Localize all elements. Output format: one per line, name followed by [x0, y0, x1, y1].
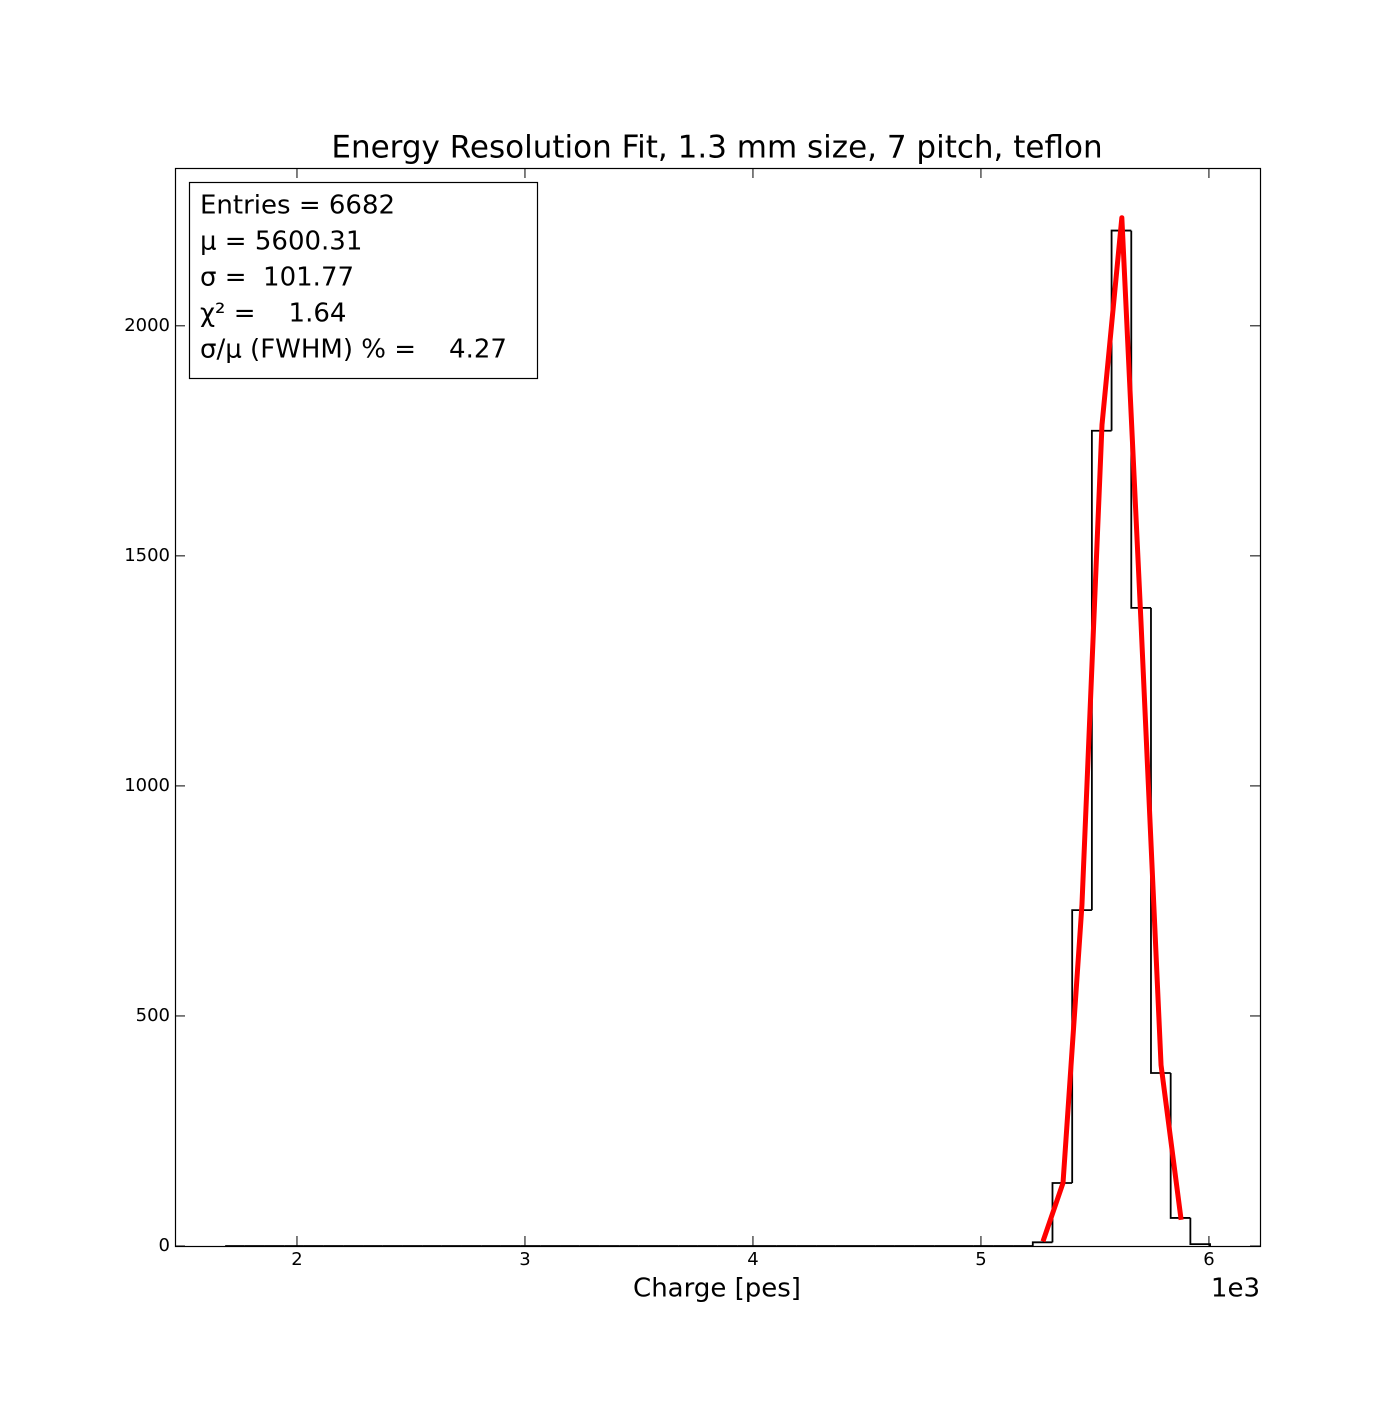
histogram-bin [1071, 909, 1092, 1183]
y-tick-label: 0 [159, 1235, 170, 1256]
histogram-bin [1051, 1182, 1073, 1243]
y-tick-label: 1500 [124, 545, 170, 566]
y-tick-label: 500 [136, 1005, 170, 1026]
x-axis-label: Charge [pes] [633, 1274, 801, 1304]
stats-line: σ = 101.77 [200, 263, 354, 293]
histogram-bin [1130, 230, 1151, 609]
x-tick-label: 2 [291, 1249, 302, 1270]
y-tick-label: 2000 [124, 315, 170, 336]
x-tick-label: 4 [747, 1249, 758, 1270]
fit-curve [1040, 215, 1184, 1243]
stats-line: μ = 5600.31 [200, 227, 362, 257]
chart-title: Energy Resolution Fit, 1.3 mm size, 7 pi… [331, 130, 1102, 166]
stats-box [188, 181, 539, 380]
x-tick-label: 3 [519, 1249, 530, 1270]
x-tick-label: 5 [975, 1249, 986, 1270]
stats-line: χ² = 1.64 [200, 299, 346, 329]
x-tick-label: 6 [1203, 1249, 1214, 1270]
histogram-bin [1189, 1217, 1211, 1246]
stats-line: σ/μ (FWHM) % = 4.27 [200, 335, 507, 365]
histogram-bin [1090, 429, 1112, 911]
y-tick-label: 1000 [124, 775, 170, 796]
stats-line: Entries = 6682 [200, 191, 395, 221]
x-offset-label: 1e3 [1211, 1274, 1260, 1304]
histogram-bin [1031, 1241, 1053, 1246]
